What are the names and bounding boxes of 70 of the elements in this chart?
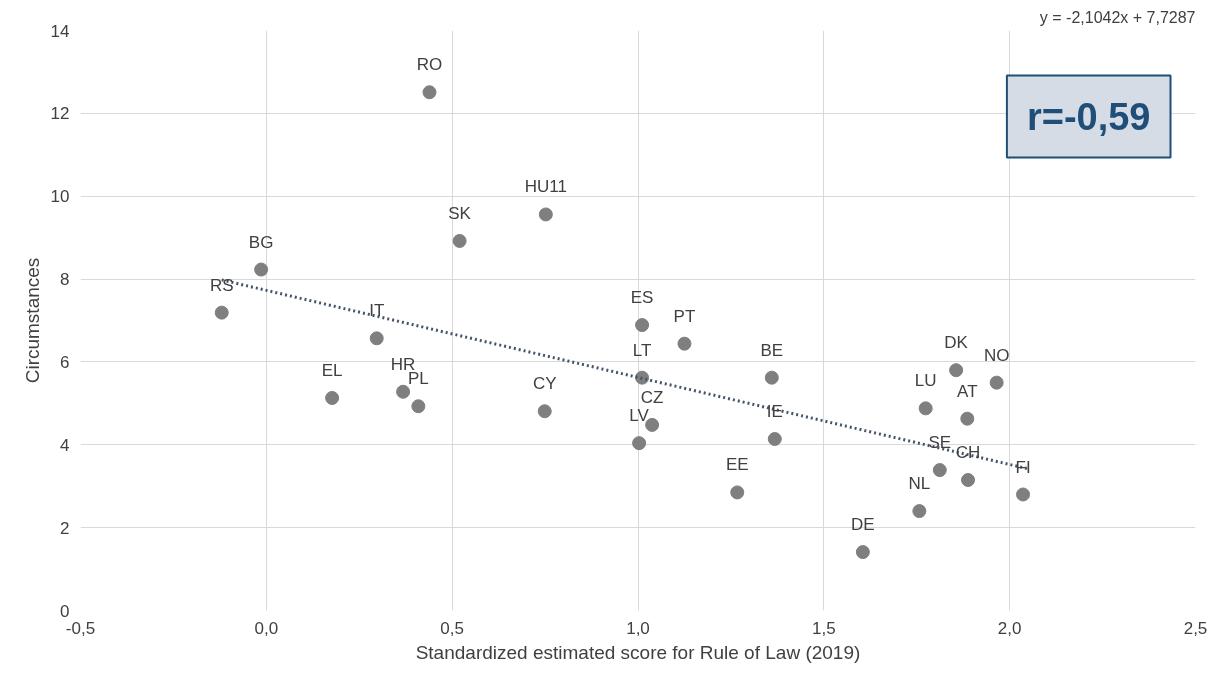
point [635,318,650,333]
point [452,233,467,248]
annotation: NL [908,474,931,494]
y-tick-label: 4 [60,435,70,455]
point [632,436,647,451]
point [411,399,426,414]
point [912,504,927,519]
point [1016,487,1031,502]
point [325,390,340,405]
annotation: HU11 [524,177,567,197]
annotation: RS [209,275,234,295]
annotation: LU [914,371,937,391]
annotation: PL [407,369,429,389]
x-tick-label: 0,0 [254,618,279,638]
annotation: DE [851,515,875,535]
point [396,384,411,399]
annotation: BE [760,340,784,360]
annotation: FI [1015,457,1031,477]
annotation: CY [532,374,557,394]
point [932,463,947,478]
point [369,331,384,346]
point [730,485,745,500]
annotation: CH [955,443,981,462]
x-tick-label: 0,5 [440,618,464,638]
annotation: DK [944,333,969,353]
x-tick-label: 2,0 [997,618,1022,638]
annotation: BG [248,232,274,252]
point [989,375,1004,390]
point [949,363,964,378]
point [677,336,692,351]
annotation: PT [673,306,696,326]
annotation: LT [632,340,652,360]
y-tick-label: 2 [60,518,70,538]
point [214,305,229,320]
point [767,432,782,446]
point [855,545,870,560]
annotation: NO [983,345,1010,365]
y-tick-label: 6 [60,352,70,372]
annotation: IE [766,401,783,421]
annotation: SE [928,433,952,453]
y-tick-label: 8 [60,270,70,290]
annotation: EE [725,455,749,475]
y-tick-label: 14 [50,21,70,41]
point [960,411,975,426]
annotation: r=-0,59 [1026,95,1151,138]
x-tick-label: -0,5 [65,618,96,638]
annotation: AT [957,381,978,401]
x-tick-label: 1,0 [626,618,650,638]
annotation: CZ [640,387,664,407]
x-axis-title: Standardized estimated score for Rule of Law (2019) [415,641,861,663]
annotation: ES [630,288,654,308]
text: y = -2,1042x + 7,7287 [1039,8,1196,26]
annotation: IT [369,301,385,321]
point [764,370,779,385]
point [254,262,269,277]
y-axis-title: Circumstances [21,257,43,384]
point [538,207,553,222]
annotation: LV [629,406,650,426]
y-tick-label: 12 [50,104,70,124]
point [961,473,976,487]
annotation: SK [448,203,472,223]
y-tick-label: 0 [60,601,70,621]
x-tick-label: 2,5 [1183,618,1208,638]
x-tick-label: 1,5 [812,618,836,638]
annotation: EL [321,360,343,380]
point [537,404,552,419]
point [422,85,437,100]
annotation: RO [416,55,443,75]
point [918,401,933,416]
y-tick-label: 10 [50,187,70,207]
